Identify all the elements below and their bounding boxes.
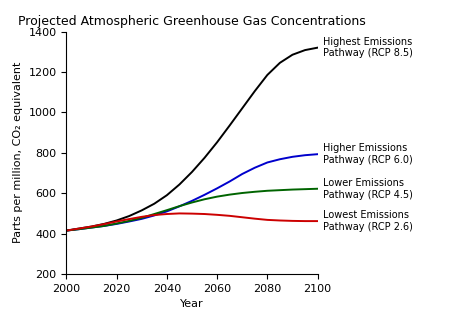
Title: Projected Atmospheric Greenhouse Gas Concentrations: Projected Atmospheric Greenhouse Gas Con…: [18, 14, 366, 27]
X-axis label: Year: Year: [180, 299, 204, 309]
Text: Lowest Emissions
Pathway (RCP 2.6): Lowest Emissions Pathway (RCP 2.6): [323, 210, 413, 232]
Text: Lower Emissions
Pathway (RCP 4.5): Lower Emissions Pathway (RCP 4.5): [323, 178, 413, 200]
Y-axis label: Parts per million, CO₂ equivalent: Parts per million, CO₂ equivalent: [13, 62, 23, 243]
Text: Higher Emissions
Pathway (RCP 6.0): Higher Emissions Pathway (RCP 6.0): [323, 143, 413, 165]
Text: Highest Emissions
Pathway (RCP 8.5): Highest Emissions Pathway (RCP 8.5): [323, 37, 413, 59]
